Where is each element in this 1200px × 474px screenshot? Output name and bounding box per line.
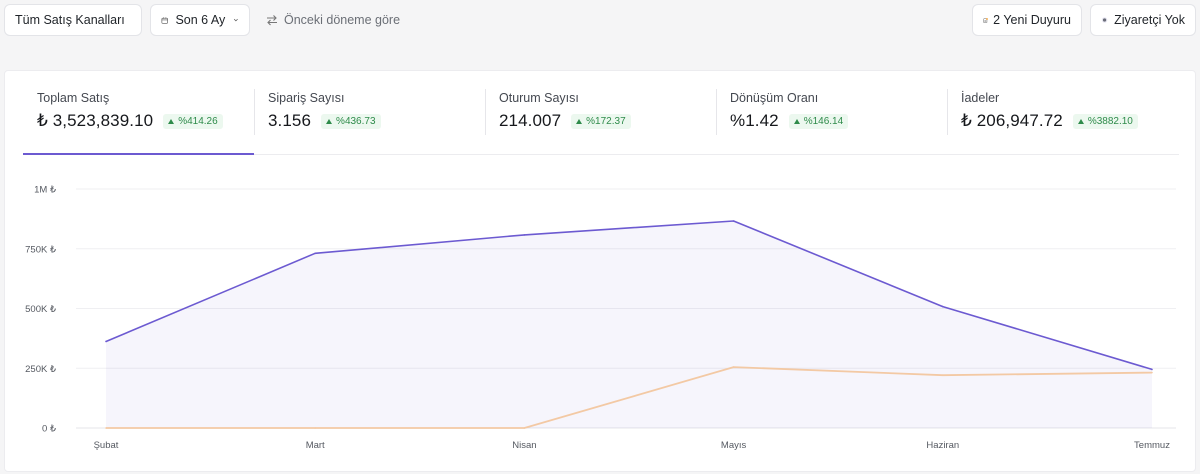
- y-tick-label: 0 ₺: [42, 424, 56, 435]
- metric-label: Toplam Satış: [37, 91, 110, 105]
- data-point: [314, 427, 317, 429]
- metric-tab-total-sales[interactable]: Toplam Satış ₺ 3,523,839.10 %414.26: [23, 89, 254, 155]
- metric-label: Sipariş Sayısı: [268, 91, 345, 105]
- metric-delta: %172.37: [586, 115, 626, 127]
- period-label: Son 6 Ay: [175, 13, 226, 27]
- compare-label: Önceki döneme göre: [284, 13, 401, 27]
- announcements-button[interactable]: 2 Yeni Duyuru: [972, 4, 1082, 36]
- x-tick-label: Mayıs: [721, 440, 747, 451]
- metric-delta-badge: %414.26: [163, 113, 223, 129]
- metric-delta: %146.14: [803, 115, 844, 127]
- data-point: [1151, 371, 1153, 374]
- metric-delta: %436.73: [336, 115, 376, 127]
- data-point: [523, 234, 526, 236]
- metric-tab-conversion[interactable]: Dönüşüm Oranı %1.42 %146.14: [716, 89, 947, 153]
- status-dot-icon: [1101, 17, 1108, 23]
- y-tick-label: 750K ₺: [25, 244, 56, 255]
- sales-channel-dropdown[interactable]: Tüm Satış Kanalları: [4, 4, 142, 36]
- up-arrow-icon: [793, 118, 800, 124]
- up-arrow-icon: [576, 118, 583, 124]
- x-tick-label: Nisan: [512, 440, 536, 451]
- metric-delta-badge: %146.14: [788, 113, 849, 129]
- metric-delta: %414.26: [178, 115, 218, 127]
- metric-label: Oturum Sayısı: [499, 91, 579, 105]
- data-point: [105, 427, 107, 429]
- period-dropdown[interactable]: Son 6 Ay: [150, 4, 250, 36]
- metric-delta-badge: %3882.10: [1072, 113, 1138, 129]
- visitors-indicator[interactable]: Ziyaretçi Yok: [1090, 4, 1196, 36]
- metric-delta: %3882.10: [1087, 115, 1133, 127]
- series-line: [106, 366, 1153, 429]
- toolbar: Tüm Satış Kanalları Son 6 Ay Önceki döne…: [0, 0, 1200, 46]
- data-point: [732, 366, 735, 368]
- up-arrow-icon: [168, 118, 175, 124]
- metric-label: İadeler: [961, 91, 1000, 105]
- metric-tab-orders[interactable]: Sipariş Sayısı 3.156 %436.73: [254, 89, 485, 153]
- data-point: [732, 220, 735, 222]
- sales-channel-label: Tüm Satış Kanalları: [15, 13, 125, 27]
- y-tick-label: 1M ₺: [34, 185, 56, 196]
- calendar-icon: [161, 16, 168, 24]
- announcement-icon: [983, 17, 988, 23]
- data-point: [105, 340, 107, 343]
- up-arrow-icon: [1077, 118, 1084, 124]
- chevron-down-icon: [234, 18, 239, 22]
- series-line: [105, 220, 1153, 371]
- data-point: [942, 305, 944, 308]
- x-tick-label: Haziran: [926, 440, 959, 451]
- x-tick-label: Şubat: [94, 440, 119, 451]
- metric-value: ₺ 206,947.72: [961, 111, 1063, 130]
- metric-tabs: Toplam Satış ₺ 3,523,839.10 %414.26 Sipa…: [23, 89, 1179, 155]
- up-arrow-icon: [326, 118, 333, 124]
- metric-value: 3.156: [268, 111, 312, 130]
- x-tick-label: Mart: [306, 440, 325, 451]
- data-point: [942, 374, 944, 376]
- metric-value: %1.42: [730, 111, 779, 130]
- metric-label: Dönüşüm Oranı: [730, 91, 819, 105]
- data-point: [1151, 368, 1153, 371]
- metric-value: 214.007: [499, 111, 562, 130]
- metric-value: ₺ 3,523,839.10: [37, 111, 154, 130]
- data-point: [523, 427, 526, 429]
- metric-tab-sessions[interactable]: Oturum Sayısı 214.007 %172.37: [485, 89, 716, 153]
- metric-delta-badge: %436.73: [321, 113, 381, 129]
- metric-tab-returns[interactable]: İadeler ₺ 206,947.72 %3882.10: [947, 89, 1178, 153]
- announcements-label: 2 Yeni Duyuru: [993, 13, 1071, 27]
- visitors-label: Ziyaretçi Yok: [1114, 13, 1185, 27]
- analytics-panel: Toplam Satış ₺ 3,523,839.10 %414.26 Sipa…: [4, 70, 1196, 472]
- series-area: [106, 221, 1152, 428]
- swap-icon: [267, 15, 277, 26]
- y-tick-label: 250K ₺: [25, 364, 56, 375]
- metric-delta-badge: %172.37: [571, 113, 631, 129]
- y-tick-label: 500K ₺: [25, 304, 56, 315]
- x-tick-label: Temmuz: [1134, 440, 1170, 451]
- compare-toggle[interactable]: Önceki döneme göre: [266, 4, 400, 36]
- data-point: [314, 252, 317, 255]
